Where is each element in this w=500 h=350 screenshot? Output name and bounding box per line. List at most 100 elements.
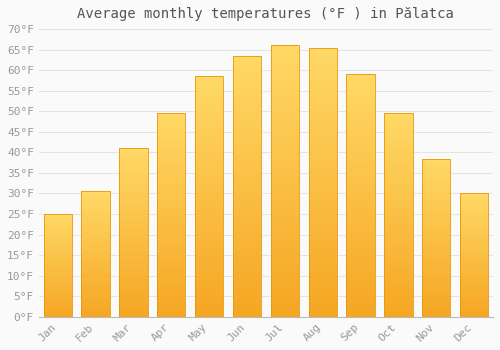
Bar <box>384 237 412 239</box>
Bar <box>44 307 72 308</box>
Bar <box>384 272 412 274</box>
Bar <box>422 234 450 236</box>
Bar <box>422 204 450 206</box>
Bar <box>346 183 375 186</box>
Bar <box>422 223 450 225</box>
Bar <box>384 209 412 211</box>
Bar <box>157 264 186 266</box>
Bar <box>157 217 186 219</box>
Bar <box>195 93 224 96</box>
Bar <box>384 246 412 247</box>
Bar <box>346 169 375 171</box>
Bar <box>44 298 72 299</box>
Bar <box>82 310 110 312</box>
Bar <box>270 92 299 94</box>
Bar <box>157 225 186 227</box>
Bar <box>82 235 110 237</box>
Bar <box>195 158 224 161</box>
Bar <box>195 163 224 165</box>
Bar <box>308 260 337 263</box>
Bar <box>346 271 375 273</box>
Bar <box>422 217 450 219</box>
Bar <box>233 312 261 314</box>
Bar <box>82 260 110 262</box>
Bar <box>384 176 412 178</box>
Bar <box>82 294 110 295</box>
Bar <box>384 247 412 250</box>
Bar <box>195 127 224 129</box>
Bar <box>44 278 72 279</box>
Bar <box>270 94 299 97</box>
Bar <box>157 221 186 223</box>
Bar <box>460 212 488 213</box>
Bar <box>233 210 261 212</box>
Bar <box>157 176 186 178</box>
Bar <box>346 285 375 288</box>
Bar <box>44 316 72 317</box>
Bar <box>195 199 224 201</box>
Bar <box>346 74 375 77</box>
Bar <box>44 296 72 297</box>
Bar <box>270 276 299 279</box>
Bar <box>233 231 261 233</box>
Bar <box>44 215 72 216</box>
Bar <box>82 191 110 317</box>
Bar <box>119 204 148 205</box>
Bar <box>384 203 412 205</box>
Bar <box>422 298 450 299</box>
Bar <box>44 301 72 302</box>
Bar <box>195 98 224 100</box>
Bar <box>44 244 72 245</box>
Bar <box>270 265 299 268</box>
Bar <box>460 241 488 243</box>
Bar <box>308 220 337 223</box>
Bar <box>233 241 261 244</box>
Bar <box>195 84 224 86</box>
Bar <box>82 232 110 233</box>
Bar <box>195 235 224 237</box>
Bar <box>157 236 186 237</box>
Bar <box>195 86 224 88</box>
Bar <box>233 168 261 171</box>
Bar <box>460 227 488 228</box>
Bar <box>384 262 412 264</box>
Bar <box>270 70 299 73</box>
Bar <box>460 225 488 227</box>
Bar <box>308 161 337 163</box>
Bar <box>460 234 488 236</box>
Bar <box>82 225 110 226</box>
Bar <box>346 264 375 266</box>
Bar <box>44 315 72 316</box>
Bar <box>233 163 261 166</box>
Bar <box>384 152 412 154</box>
Bar <box>270 252 299 254</box>
Bar <box>460 297 488 298</box>
Bar <box>270 170 299 173</box>
Bar <box>119 293 148 295</box>
Bar <box>233 215 261 218</box>
Bar <box>384 221 412 223</box>
Bar <box>44 216 72 217</box>
Bar <box>82 241 110 243</box>
Bar <box>233 249 261 252</box>
Bar <box>82 250 110 252</box>
Bar <box>82 284 110 286</box>
Bar <box>422 177 450 179</box>
Bar <box>384 223 412 225</box>
Bar <box>422 203 450 204</box>
Bar <box>157 134 186 136</box>
Bar <box>346 142 375 145</box>
Bar <box>233 291 261 293</box>
Bar <box>233 199 261 202</box>
Bar <box>195 240 224 242</box>
Bar <box>460 246 488 248</box>
Bar <box>346 154 375 157</box>
Bar <box>422 241 450 243</box>
Bar <box>119 258 148 259</box>
Bar <box>44 306 72 307</box>
Bar <box>460 277 488 279</box>
Bar <box>195 153 224 156</box>
Bar <box>82 272 110 273</box>
Bar <box>270 113 299 116</box>
Bar <box>157 223 186 225</box>
